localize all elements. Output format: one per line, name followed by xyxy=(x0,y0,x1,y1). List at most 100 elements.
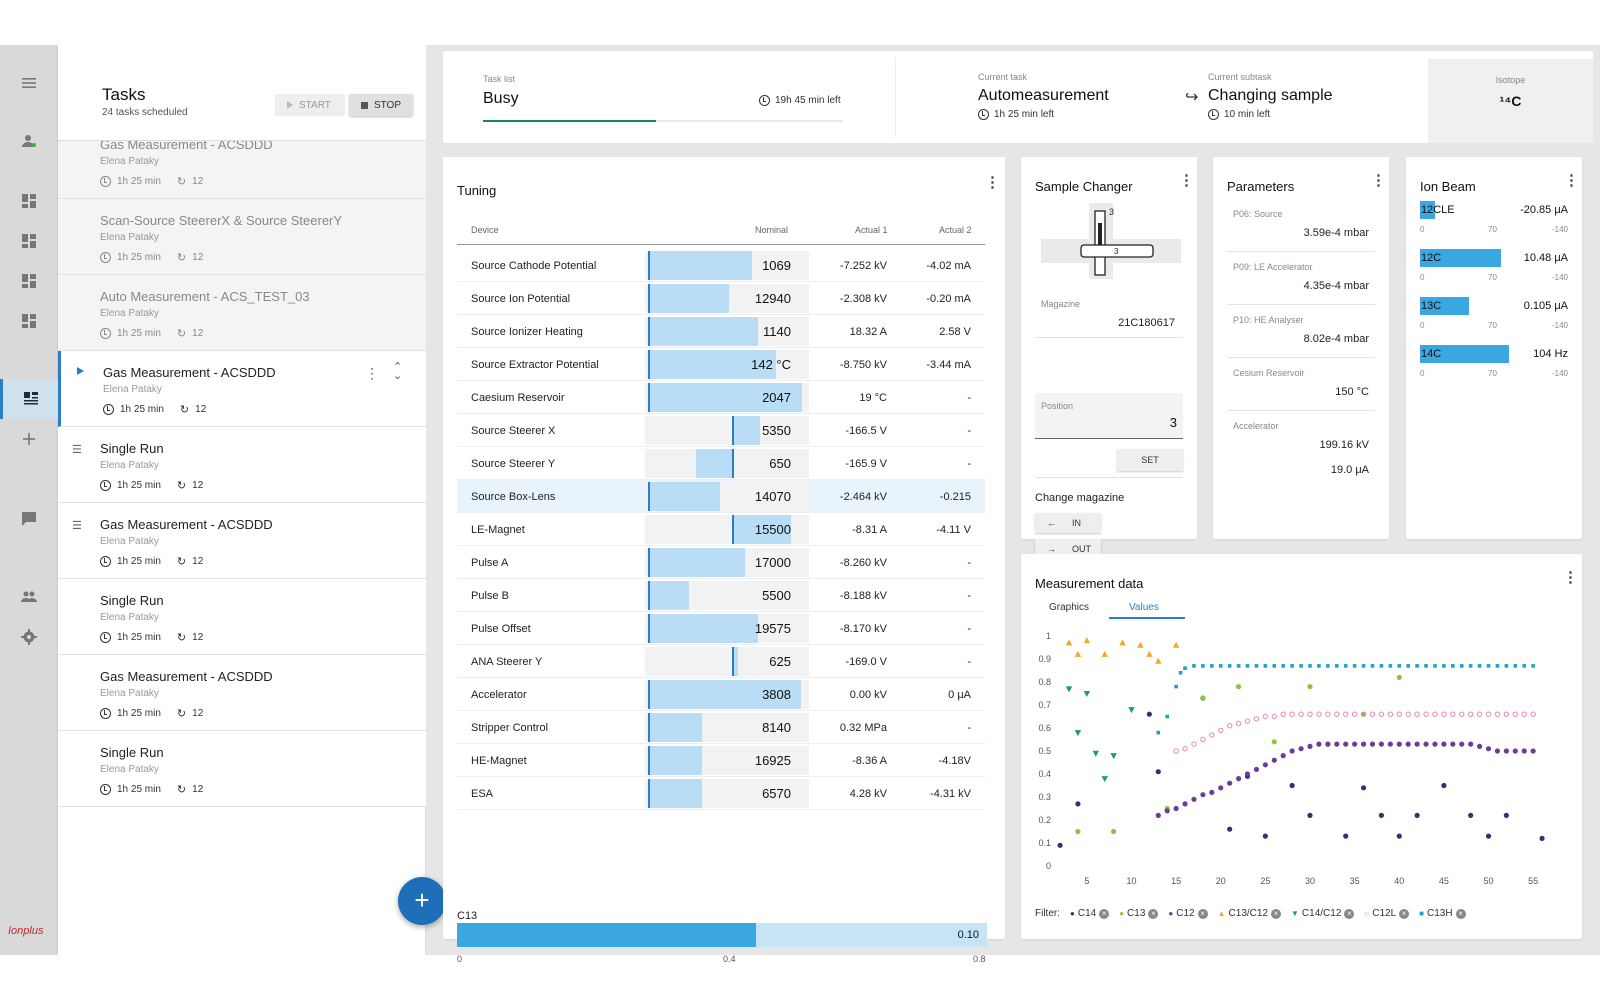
start-button[interactable]: START xyxy=(275,94,345,116)
expand-icon[interactable]: ⌃ ⌄ xyxy=(393,361,403,382)
filter-chip-c14[interactable]: ● C14 × xyxy=(1070,908,1110,919)
parameter-value: 19.0 μA xyxy=(1330,464,1369,476)
tuning-row[interactable]: Source Steerer X 5350 -166.5 V - xyxy=(457,414,985,447)
dashboard-icon-1[interactable] xyxy=(0,181,58,221)
tuning-row[interactable]: Source Ion Potential 12940 -2.308 kV -0.20 … xyxy=(457,282,985,315)
tuning-bar xyxy=(645,680,809,709)
settings-gear-icon[interactable] xyxy=(0,617,58,657)
tuning-row[interactable]: Source Steerer Y 650 -165.9 V - xyxy=(457,447,985,480)
divider xyxy=(1227,251,1375,252)
tuning-bar-marker xyxy=(731,647,734,676)
c13-bar-fill xyxy=(457,923,757,947)
data-point-c13h xyxy=(1156,730,1161,735)
sample-changer-menu-icon[interactable]: ⋮ xyxy=(1179,172,1194,189)
tab-values[interactable]: Values xyxy=(1129,602,1159,613)
ion-beam-tick: 0 xyxy=(1420,273,1425,282)
tuning-row[interactable]: Caesium Reservoir 2047 19 °C - xyxy=(457,381,985,414)
task-item[interactable]: Gas Measurement - ACSDDD Elena Pataky 1h 2… xyxy=(58,655,426,731)
task-meta: 1h 25 min ↻ 12 xyxy=(100,555,203,568)
task-item[interactable]: Auto Measurement - ACS_TEST_03 Elena Pata… xyxy=(58,275,426,351)
chat-icon[interactable] xyxy=(0,499,58,539)
menu-icon[interactable] xyxy=(0,63,58,103)
tuning-bar-fill xyxy=(648,350,777,379)
data-point-c12 xyxy=(1441,741,1447,747)
ion-beam-tick: 0 xyxy=(1420,369,1425,378)
task-item[interactable]: Single Run Elena Pataky 1h 25 min ↻ 12 xyxy=(58,731,426,807)
set-button[interactable]: SET xyxy=(1117,449,1183,471)
task-item[interactable]: Single Run Elena Pataky 1h 25 min ↻ 12 xyxy=(58,579,426,655)
task-item[interactable]: ☰ Single Run Elena Pataky 1h 25 min ↻ 12 xyxy=(58,427,426,503)
task-item[interactable]: ☰ Gas Measurement - ACSDDD Elena Pataky 1h … xyxy=(58,503,426,579)
measurement-menu-icon[interactable]: ⋮ xyxy=(1563,569,1578,586)
task-dashboard-icon[interactable] xyxy=(0,379,58,419)
filter-chip-c14-c12[interactable]: ▼ C14/C12 × xyxy=(1291,908,1355,919)
people-icon[interactable] xyxy=(0,577,58,617)
task-list-value: Busy xyxy=(483,90,519,107)
task-item[interactable]: Gas Measurement - ACSDDD Elena Pataky 1h 2… xyxy=(58,351,426,427)
tuning-nominal: 8140 xyxy=(762,720,791,735)
data-point-c12 xyxy=(1164,808,1170,814)
measurement-title: Measurement data xyxy=(1035,576,1144,591)
position-field[interactable]: Position 3 xyxy=(1035,393,1183,439)
tuning-row[interactable]: Source Ionizer Heating 1140 18.32 A 2.58 V xyxy=(457,315,985,348)
add-icon[interactable] xyxy=(0,419,58,459)
y-tick-label: 0.9 xyxy=(1038,654,1051,664)
task-menu-icon[interactable]: ⋮ xyxy=(365,365,379,381)
remove-filter-icon[interactable]: × xyxy=(1455,908,1466,919)
data-point-c12 xyxy=(1360,741,1367,747)
cycle-icon: ↻ xyxy=(176,328,187,340)
tuning-row[interactable]: Source Box-Lens 14070 -2.464 kV -0.215 xyxy=(457,480,985,513)
clock-icon xyxy=(100,176,111,187)
data-point-c12 xyxy=(1209,789,1215,795)
tuning-row[interactable]: Pulse A 17000 -8.260 kV - xyxy=(457,546,985,579)
task-item[interactable]: Gas Measurement - ACSDDD Elena Pataky 1h 2… xyxy=(58,141,426,199)
remove-filter-icon[interactable]: × xyxy=(1197,908,1208,919)
tuning-row[interactable]: Source Extractor Potential 142 °C -8.750 k… xyxy=(457,348,985,381)
remove-filter-icon[interactable]: × xyxy=(1271,908,1281,919)
filter-chip-c13h[interactable]: ■ C13H × xyxy=(1419,908,1466,919)
remove-filter-icon[interactable]: × xyxy=(1148,908,1159,919)
tuning-menu-icon[interactable]: ⋮ xyxy=(985,174,1000,191)
tuning-row[interactable]: Stripper Control 8140 0.32 MPa - xyxy=(457,711,985,744)
filter-chip-c12l[interactable]: ○ C12L × xyxy=(1364,908,1410,919)
filter-chip-c12[interactable]: ● C12 × xyxy=(1168,908,1208,919)
user-status-icon[interactable] xyxy=(0,121,58,161)
tab-graphics[interactable]: Graphics xyxy=(1049,602,1090,613)
stop-button[interactable]: STOP xyxy=(349,94,413,116)
tuning-row[interactable]: Pulse B 5500 -8.188 kV - xyxy=(457,579,985,612)
data-point-c13h xyxy=(1218,664,1223,668)
task-item[interactable]: Scan-Source SteererX & Source SteererY El… xyxy=(58,199,426,275)
dashboard-icon-4[interactable] xyxy=(0,301,58,341)
dashboard-icon-2[interactable] xyxy=(0,221,58,261)
tuning-row[interactable]: Source Cathode Potential 1069 -7.252 kV -4.… xyxy=(457,249,985,282)
ion-beam-tick: -140 xyxy=(1551,321,1568,330)
tuning-row[interactable]: Accelerator 3808 0.00 kV 0 μA xyxy=(457,678,985,711)
data-point-c12l xyxy=(1253,716,1260,722)
tuning-row[interactable]: ANA Steerer Y 625 -169.0 V - xyxy=(457,645,985,678)
tuning-device: Source Steerer X xyxy=(471,425,556,437)
tuning-row[interactable]: ESA 6570 4.28 kV -4.31 kV xyxy=(457,777,985,810)
data-point-c14 xyxy=(1360,785,1367,791)
data-point-c12 xyxy=(1253,766,1260,772)
data-point-c14 xyxy=(1396,833,1402,839)
remove-filter-icon[interactable]: × xyxy=(1399,908,1410,919)
filter-chip-c13-c12[interactable]: ▲ C13/C12 × xyxy=(1218,908,1281,919)
tuning-row[interactable]: HE-Magnet 16925 -8.36 A -4.18V xyxy=(457,744,985,777)
data-point-c12l xyxy=(1378,711,1385,717)
filter-chip-c13[interactable]: ● C13 × xyxy=(1119,908,1159,919)
parameters-menu-icon[interactable]: ⋮ xyxy=(1371,172,1386,189)
add-task-button[interactable]: + xyxy=(398,877,446,925)
remove-filter-icon[interactable]: × xyxy=(1099,908,1110,919)
tuning-row[interactable]: LE-Magnet 15500 -8.31 A -4.11 V xyxy=(457,513,985,546)
tab-underline xyxy=(1109,617,1185,619)
magazine-in-button[interactable]: ← IN xyxy=(1035,513,1101,533)
parameter-label: P10: HE Analyser xyxy=(1233,315,1304,325)
dashboard-icon-3[interactable] xyxy=(0,261,58,301)
ion-beam-menu-icon[interactable]: ⋮ xyxy=(1564,172,1579,189)
tuning-row[interactable]: Pulse Offset 19575 -8.170 kV - xyxy=(457,612,985,645)
clock-icon xyxy=(100,784,111,795)
remove-filter-icon[interactable]: × xyxy=(1344,908,1355,919)
data-point-c12 xyxy=(1432,741,1438,747)
parameters-card: Parameters ⋮ P06: Source 3.59e-4 mbar P09:… xyxy=(1213,157,1389,539)
tuning-device: Stripper Control xyxy=(471,722,549,734)
